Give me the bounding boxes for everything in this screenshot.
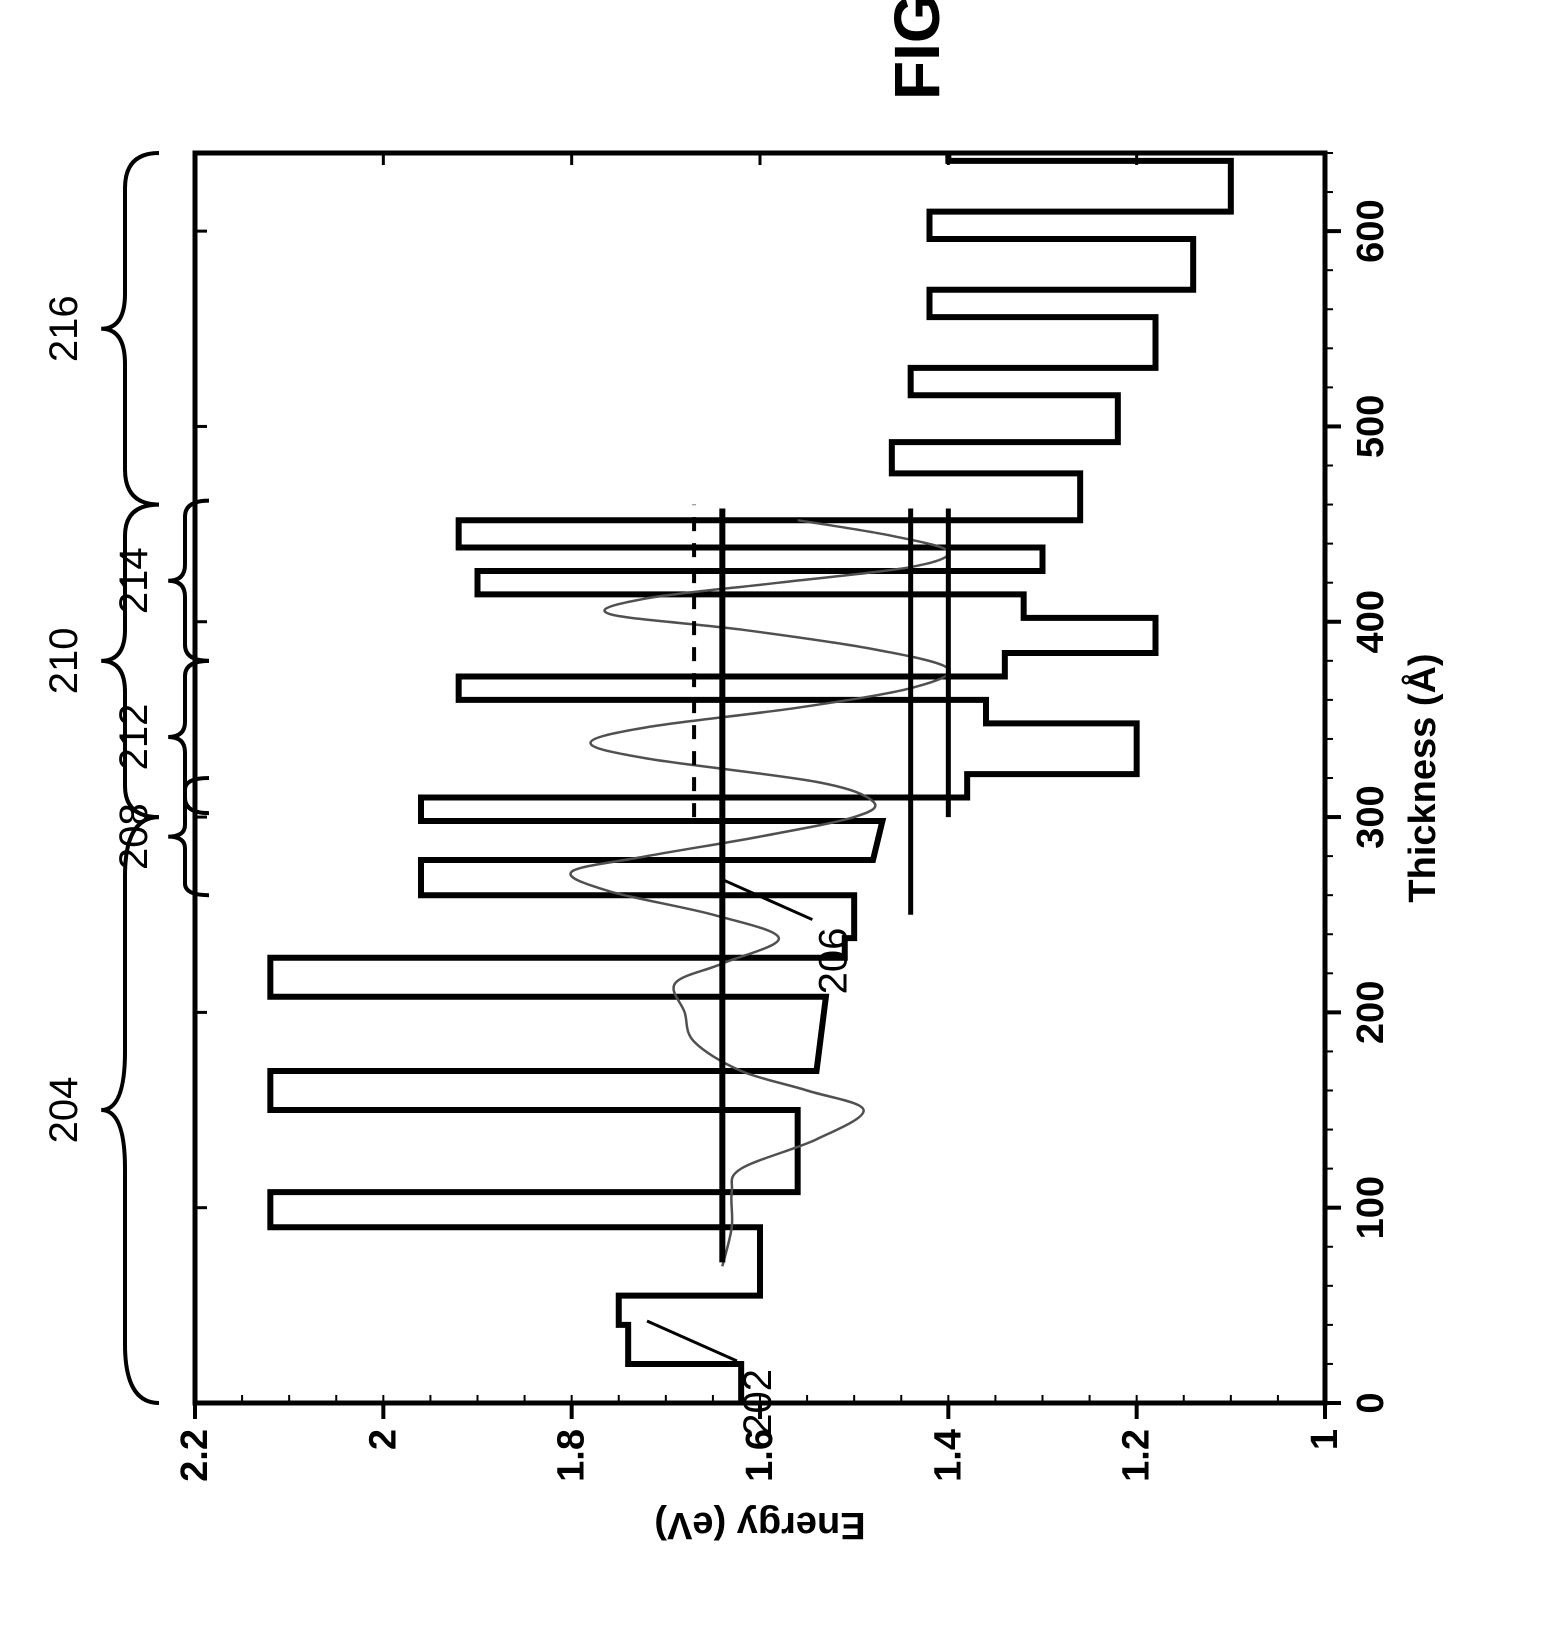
svg-text:Thickness (Å): Thickness (Å) bbox=[1400, 653, 1444, 902]
svg-text:216: 216 bbox=[42, 295, 86, 362]
svg-text:600: 600 bbox=[1350, 199, 1392, 262]
svg-text:1.4: 1.4 bbox=[927, 1429, 969, 1482]
svg-text:500: 500 bbox=[1350, 395, 1392, 458]
svg-text:100: 100 bbox=[1350, 1176, 1392, 1239]
svg-text:1: 1 bbox=[1304, 1429, 1346, 1450]
svg-text:400: 400 bbox=[1350, 590, 1392, 653]
svg-text:0: 0 bbox=[1350, 1392, 1392, 1413]
svg-text:1.6: 1.6 bbox=[739, 1429, 781, 1482]
svg-text:208: 208 bbox=[112, 803, 156, 870]
svg-text:1.2: 1.2 bbox=[1116, 1429, 1158, 1482]
svg-text:210: 210 bbox=[42, 627, 86, 694]
figure-page: FIG. 2(a) 0 100 200 300 400 500 600 1 1.2 1.4 1.6 1… bbox=[0, 0, 1544, 1633]
figure-title: FIG. 2(a) bbox=[880, 0, 954, 100]
svg-text:2: 2 bbox=[362, 1429, 404, 1450]
svg-text:200: 200 bbox=[1350, 981, 1392, 1044]
svg-text:206: 206 bbox=[811, 928, 855, 995]
svg-text:Energy (eV): Energy (eV) bbox=[654, 1504, 865, 1546]
svg-text:2.2: 2.2 bbox=[174, 1429, 216, 1482]
svg-text:300: 300 bbox=[1350, 785, 1392, 848]
svg-text:202: 202 bbox=[736, 1369, 780, 1436]
svg-text:214: 214 bbox=[112, 547, 156, 614]
energy-thickness-chart: 0 100 200 300 400 500 600 1 1.2 1.4 1.6 1.8 2 2.2 Thic… bbox=[0, 0, 1544, 1633]
svg-text:212: 212 bbox=[112, 704, 156, 771]
svg-text:204: 204 bbox=[42, 1077, 86, 1144]
svg-text:1.8: 1.8 bbox=[551, 1429, 593, 1482]
